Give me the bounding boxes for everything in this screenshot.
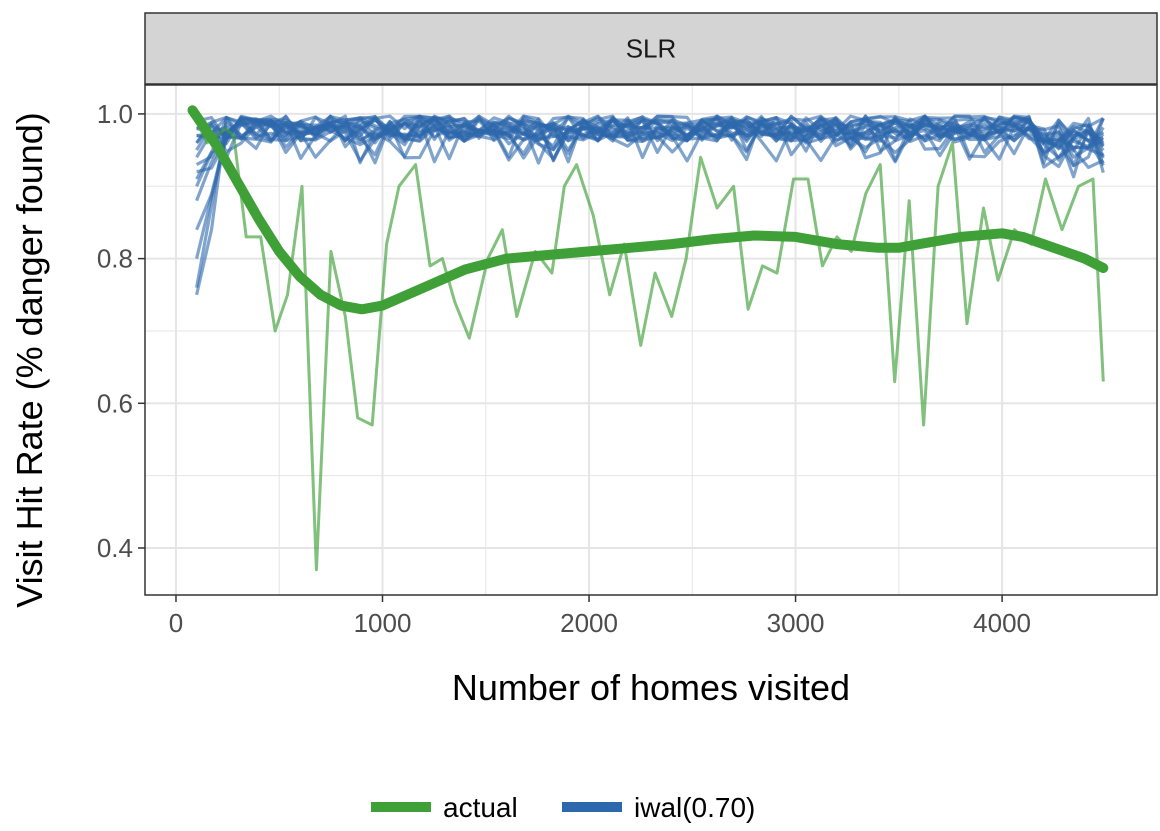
y-tick-label: 0.8 — [97, 244, 133, 274]
iwal-run-line — [195, 114, 1105, 174]
legend-label: actual — [443, 792, 518, 823]
facet-strip: SLR — [144, 12, 1158, 85]
iwal-run-line — [196, 114, 1105, 169]
panel-background — [145, 85, 1157, 595]
y-axis: 0.4 0.6 0.8 1.0 — [97, 99, 145, 563]
legend-label: iwal(0.70) — [634, 792, 755, 823]
plot-area — [144, 84, 1158, 596]
y-axis-title: Visit Hit Rate (% danger found) — [9, 112, 50, 608]
panel-border — [144, 84, 1158, 596]
facet-strip-background — [144, 12, 1158, 85]
x-tick-label: 3000 — [767, 608, 825, 638]
x-axis-title: Number of homes visited — [452, 667, 850, 708]
y-tick-label: 1.0 — [97, 99, 133, 129]
major-gridlines — [145, 85, 1157, 595]
x-tick-label: 0 — [169, 608, 183, 638]
facet-strip-title: SLR — [626, 34, 677, 64]
iwal-run-line — [195, 114, 1105, 152]
iwal-run-line — [196, 114, 1105, 167]
actual-raw-line — [195, 120, 1105, 572]
y-tick-label: 0.4 — [97, 533, 133, 563]
y-tick-label: 0.6 — [97, 388, 133, 418]
x-tick-label: 4000 — [973, 608, 1031, 638]
x-axis: 0 1000 2000 3000 4000 — [169, 595, 1031, 638]
x-tick-label: 2000 — [560, 608, 618, 638]
x-tick-label: 1000 — [354, 608, 412, 638]
series-layer — [187, 105, 1109, 572]
legend: actual iwal(0.70) — [371, 792, 755, 823]
actual-smooth-line — [187, 105, 1109, 315]
iwal-run-line — [195, 114, 1105, 160]
